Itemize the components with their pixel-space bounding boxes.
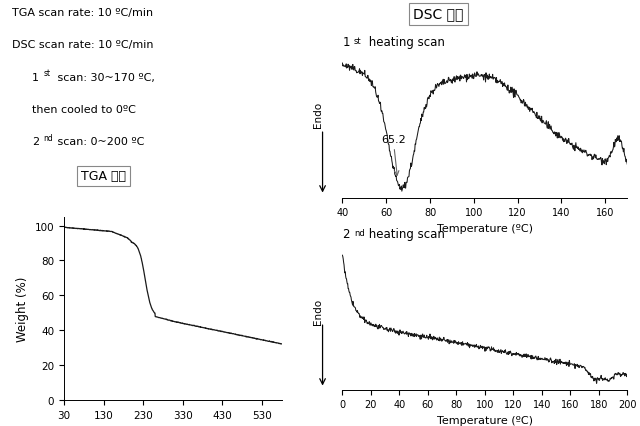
Text: st: st (354, 37, 362, 46)
Text: 2: 2 (342, 228, 350, 241)
Text: 2: 2 (32, 136, 39, 147)
Text: nd: nd (354, 229, 365, 238)
Text: nd: nd (44, 133, 53, 142)
Text: st: st (44, 69, 51, 78)
Text: scan: 30~170 ºC,: scan: 30~170 ºC, (54, 72, 155, 82)
X-axis label: Temperature (ºC): Temperature (ºC) (437, 223, 533, 233)
X-axis label: Temperature (ºC): Temperature (ºC) (437, 415, 533, 425)
Text: Endo: Endo (313, 298, 323, 324)
Text: DSC scan rate: 10 ºC/min: DSC scan rate: 10 ºC/min (12, 40, 153, 50)
Text: TGA scan rate: 10 ºC/min: TGA scan rate: 10 ºC/min (12, 8, 153, 18)
Text: heating scan: heating scan (365, 36, 445, 49)
Text: 1: 1 (342, 36, 350, 49)
Text: TGA 曲線: TGA 曲線 (81, 170, 126, 183)
Text: scan: 0~200 ºC: scan: 0~200 ºC (54, 136, 144, 147)
Text: 1: 1 (32, 72, 39, 82)
Text: Endo: Endo (313, 102, 323, 128)
Text: heating scan: heating scan (365, 228, 445, 241)
Text: then cooled to 0ºC: then cooled to 0ºC (32, 104, 136, 114)
Text: DSC 曲線: DSC 曲線 (413, 8, 463, 22)
Y-axis label: Weight (%): Weight (%) (16, 276, 29, 342)
Text: 65.2: 65.2 (381, 135, 406, 176)
